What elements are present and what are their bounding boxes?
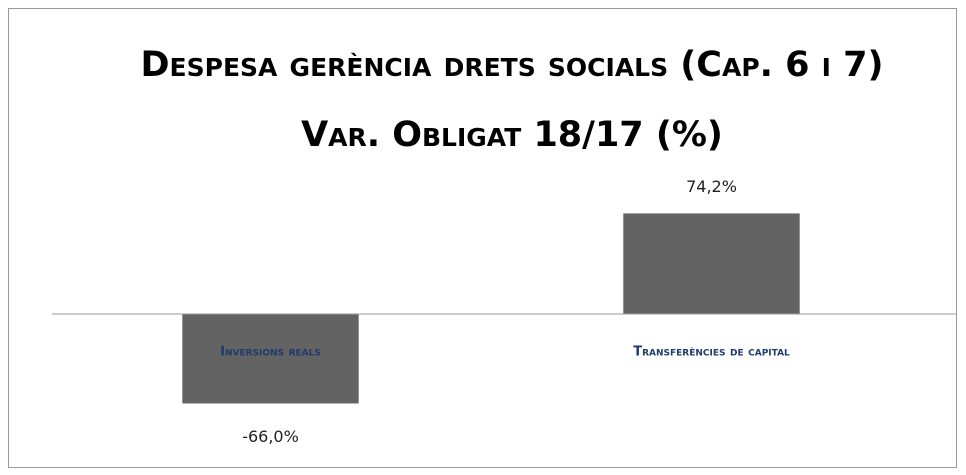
x-tick-label: Inversions reals — [220, 345, 321, 360]
bar — [623, 213, 800, 314]
x-tick-label: Transferències de capital — [633, 345, 790, 360]
value-label: 74,2% — [686, 177, 737, 196]
bar — [182, 314, 359, 404]
chart-title: Despesa gerència drets socials (Cap. 6 i… — [140, 45, 884, 155]
value-label: -66,0% — [242, 427, 299, 446]
